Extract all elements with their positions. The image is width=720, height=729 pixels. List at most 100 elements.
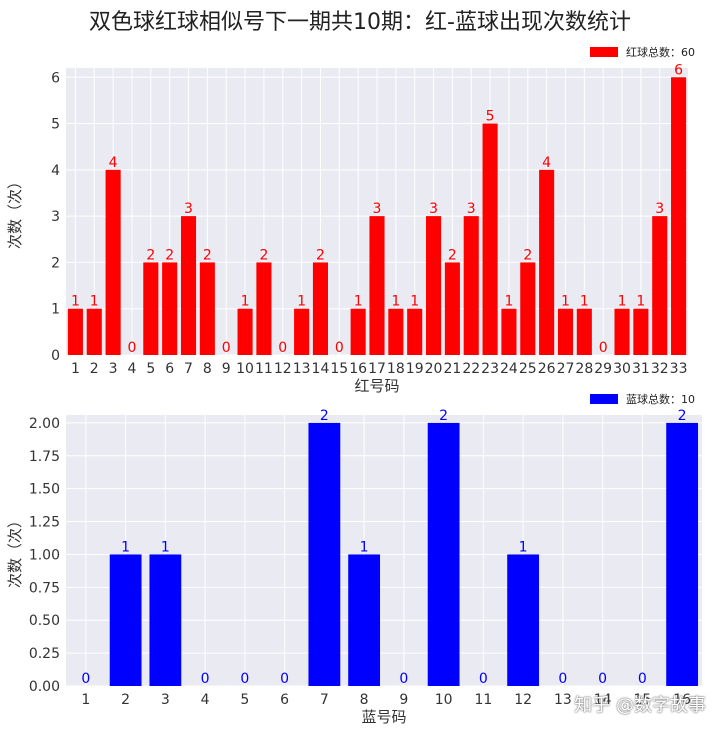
red-bar-2 [86,308,102,355]
red-xtick-label: 12 [274,361,292,377]
blue-bar-16 [666,422,699,686]
red-xtick-label: 23 [481,361,499,377]
blue-xtick-label: 12 [514,692,532,708]
red-data-label-8: 2 [203,247,212,263]
red-bar-26 [539,169,555,355]
red-bar-24 [501,308,517,355]
red-data-label-31: 1 [636,294,645,310]
chart-title: 双色球红球相似号下一期共10期：红-蓝球出现次数统计 [89,10,631,35]
red-ytick-label: 0 [51,348,60,364]
blue-data-label-13: 0 [558,671,567,687]
red-data-label-6: 2 [165,247,174,263]
blue-y-axis-title: 次数（次） [6,513,24,588]
red-data-label-16: 1 [354,294,363,310]
blue-data-label-5: 0 [240,671,249,687]
red-bar-16 [350,308,366,355]
blue-ytick-label: 1.00 [29,547,60,563]
blue-xtick-label: 15 [633,692,651,708]
red-data-label-26: 4 [542,155,551,171]
blue-ytick-label: 2.00 [29,416,60,432]
red-bar-13 [294,308,310,355]
red-data-label-20: 3 [429,201,438,217]
blue-data-label-7: 2 [320,408,329,424]
red-data-label-13: 1 [297,294,306,310]
blue-data-label-9: 0 [399,671,408,687]
blue-data-label-16: 2 [678,408,687,424]
red-bar-22 [463,216,479,355]
blue-data-label-12: 1 [519,539,528,555]
blue-xtick-label: 4 [201,692,210,708]
red-bar-32 [652,216,668,355]
red-data-label-21: 2 [448,247,457,263]
red-data-label-29: 0 [599,340,608,356]
red-legend-label: 红球总数：60 [626,45,695,59]
red-data-label-30: 1 [618,294,627,310]
blue-data-label-4: 0 [201,671,210,687]
blue-data-label-15: 0 [638,671,647,687]
red-data-label-24: 1 [504,294,513,310]
red-data-label-17: 3 [373,201,382,217]
blue-data-label-6: 0 [280,671,289,687]
red-ytick-label: 4 [51,163,60,179]
blue-data-label-14: 0 [598,671,607,687]
red-bar-7 [180,216,197,355]
red-data-label-23: 5 [486,109,495,125]
red-data-label-2: 1 [90,294,99,310]
blue-legend-swatch [590,394,618,404]
red-bar-17 [369,216,385,355]
red-bar-20 [426,216,442,355]
red-xtick-label: 20 [425,361,443,377]
blue-ytick-label: 1.75 [29,449,60,465]
red-xtick-label: 8 [203,361,212,377]
red-bar-25 [520,262,536,355]
red-bar-33 [671,77,687,356]
red-xtick-label: 13 [293,361,311,377]
red-bar-30 [614,308,630,355]
red-xtick-label: 1 [71,361,80,377]
red-ytick-label: 3 [51,209,60,225]
red-xtick-label: 6 [165,361,174,377]
red-data-label-19: 1 [410,294,419,310]
red-xtick-label: 19 [406,361,424,377]
blue-ytick-label: 0.00 [29,679,60,695]
blue-ytick-label: 1.50 [29,482,60,498]
blue-ytick-label: 0.75 [29,580,60,596]
red-data-label-28: 1 [580,294,589,310]
blue-data-label-10: 2 [439,408,448,424]
watermark: 知乎 @数字故事 [574,695,706,716]
red-data-label-33: 6 [674,62,683,78]
red-xtick-label: 24 [500,361,518,377]
blue-xtick-label: 3 [161,692,170,708]
red-data-label-32: 3 [655,201,664,217]
red-xtick-label: 30 [613,361,631,377]
red-data-label-18: 1 [391,294,400,310]
blue-bar-2 [109,554,142,686]
blue-xtick-label: 13 [554,692,572,708]
blue-bar-7 [308,422,341,686]
blue-x-axis-title: 蓝号码 [361,708,406,726]
red-data-label-12: 0 [278,340,287,356]
red-x-axis-title: 红号码 [354,377,399,395]
red-xtick-label: 7 [184,361,193,377]
blue-xtick-label: 7 [320,692,329,708]
red-bar-6 [162,262,178,355]
red-bar-28 [576,308,592,355]
red-bar-31 [633,308,649,355]
red-xtick-label: 9 [222,361,231,377]
red-bar-8 [199,262,215,355]
red-data-label-1: 1 [71,294,80,310]
red-xtick-label: 10 [236,361,254,377]
blue-bar-10 [427,422,460,686]
red-bar-18 [388,308,404,355]
red-data-label-27: 1 [561,294,570,310]
red-data-label-22: 3 [467,201,476,217]
red-data-label-14: 2 [316,247,325,263]
blue-data-label-3: 1 [161,539,170,555]
red-ytick-label: 5 [51,117,60,133]
blue-data-label-2: 1 [121,539,130,555]
red-data-label-11: 2 [259,247,268,263]
red-xtick-label: 25 [519,361,537,377]
red-bar-5 [143,262,159,355]
blue-xtick-label: 5 [240,692,249,708]
